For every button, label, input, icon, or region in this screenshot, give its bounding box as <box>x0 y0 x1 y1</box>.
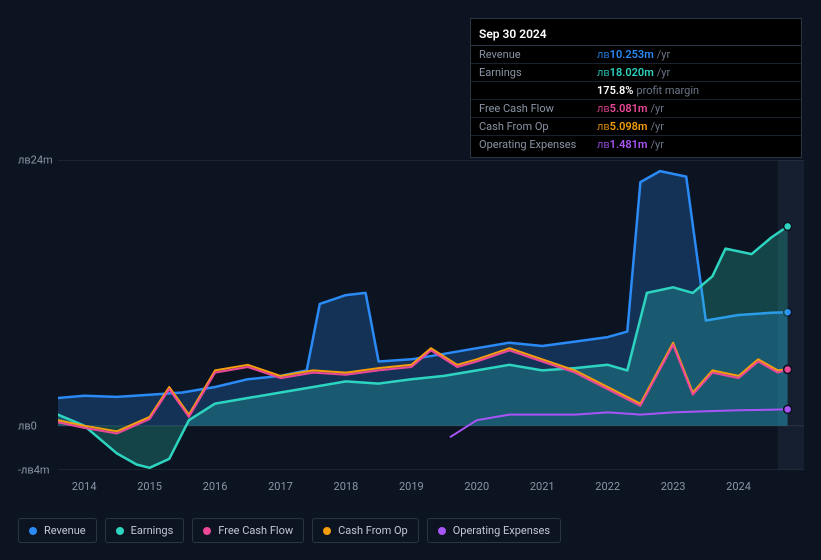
legend-dot-icon <box>29 527 37 535</box>
tooltip-row: Revenueлв10.253m/yr <box>471 46 801 64</box>
tooltip-metric-label: Operating Expenses <box>479 138 597 151</box>
legend-item-cash-from-op[interactable]: Cash From Op <box>312 518 419 543</box>
legend-dot-icon <box>116 527 124 535</box>
x-axis-label: 2019 <box>399 480 424 493</box>
tooltip-profit-margin: 175.8%profit margin <box>471 82 801 100</box>
tooltip-row: Operating Expensesлв1.481m/yr <box>471 136 801 153</box>
x-axis-label: 2022 <box>595 480 620 493</box>
x-axis-label: 2017 <box>268 480 293 493</box>
x-axis-label: 2015 <box>137 480 162 493</box>
legend-item-revenue[interactable]: Revenue <box>18 518 97 543</box>
tooltip-metric-value: лв18.020m/yr <box>597 66 670 79</box>
y-axis-label: лв24m <box>18 154 53 167</box>
legend-item-free-cash-flow[interactable]: Free Cash Flow <box>192 518 304 543</box>
legend-item-earnings[interactable]: Earnings <box>105 518 185 543</box>
legend-dot-icon <box>438 527 446 535</box>
legend-item-operating-expenses[interactable]: Operating Expenses <box>427 518 561 543</box>
legend-dot-icon <box>323 527 331 535</box>
legend-label: Earnings <box>131 524 174 537</box>
tooltip-metric-value: лв5.098m/yr <box>597 120 664 133</box>
tooltip-metric-label: Free Cash Flow <box>479 102 597 115</box>
y-axis-label: лв0 <box>18 419 37 432</box>
tooltip-row: Free Cash Flowлв5.081m/yr <box>471 100 801 118</box>
x-axis-label: 2014 <box>72 480 97 493</box>
legend-dot-icon <box>203 527 211 535</box>
tooltip-metric-label: Earnings <box>479 66 597 79</box>
y-axis-label: -лв4m <box>18 464 50 477</box>
x-axis-label: 2016 <box>203 480 228 493</box>
data-tooltip: Sep 30 2024 Revenueлв10.253m/yrEarningsл… <box>470 18 802 158</box>
legend-label: Operating Expenses <box>453 524 550 537</box>
legend-label: Free Cash Flow <box>218 524 293 537</box>
tooltip-row: Cash From Opлв5.098m/yr <box>471 118 801 136</box>
tooltip-metric-value: лв5.081m/yr <box>597 102 664 115</box>
chart-svg <box>58 160 804 470</box>
tooltip-metric-value: лв10.253m/yr <box>597 48 670 61</box>
legend-label: Cash From Op <box>338 524 408 537</box>
tooltip-date: Sep 30 2024 <box>471 23 801 46</box>
financial-chart[interactable]: лв24mлв0-лв4m 20142015201620172018201920… <box>18 160 804 500</box>
x-axis-label: 2018 <box>334 480 359 493</box>
x-axis-label: 2023 <box>661 480 686 493</box>
tooltip-metric-label: Revenue <box>479 48 597 61</box>
legend-label: Revenue <box>44 524 86 537</box>
x-axis-label: 2020 <box>464 480 489 493</box>
x-axis-label: 2024 <box>726 480 751 493</box>
legend: Revenue Earnings Free Cash Flow Cash From O… <box>18 518 561 543</box>
tooltip-metric-label: Cash From Op <box>479 120 597 133</box>
x-axis-label: 2021 <box>530 480 555 493</box>
tooltip-metric-value: лв1.481m/yr <box>597 138 664 151</box>
tooltip-row: Earningsлв18.020m/yr <box>471 64 801 82</box>
